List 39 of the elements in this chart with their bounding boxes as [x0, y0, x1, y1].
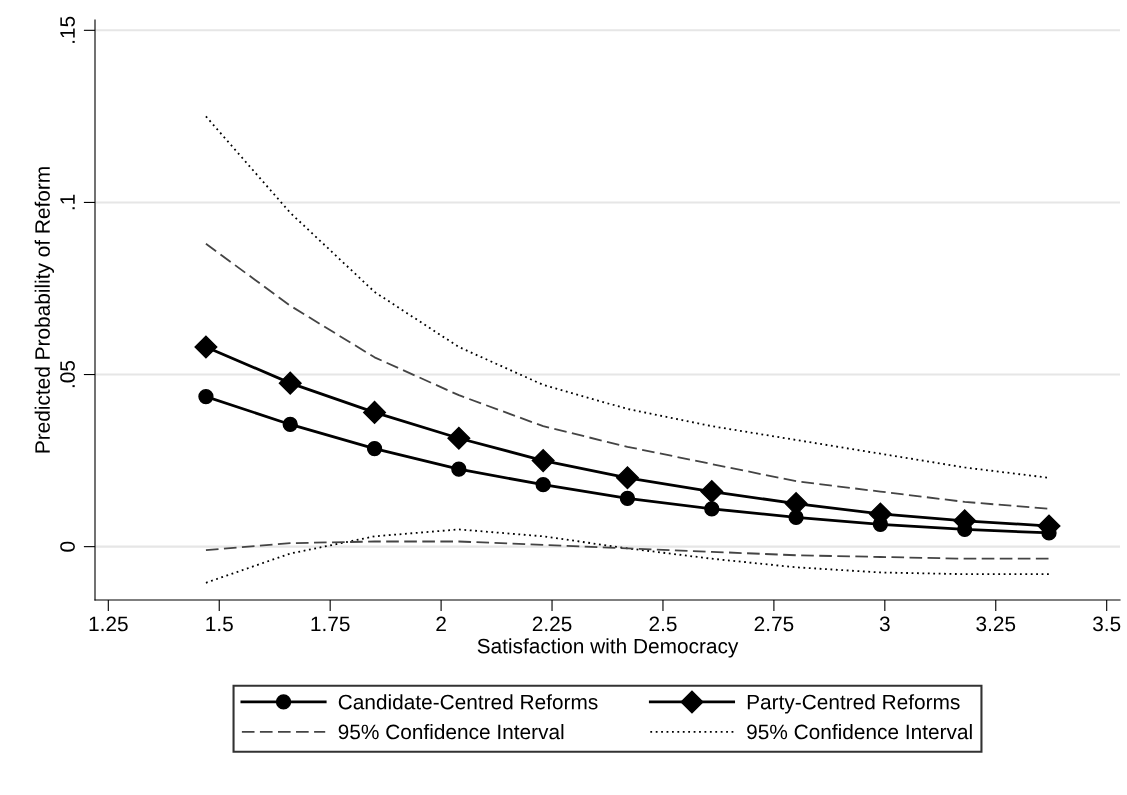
x-tick-label: 3 — [879, 616, 890, 632]
point — [619, 490, 636, 507]
x-tick-label: 2.5 — [649, 616, 677, 632]
legend-label: 95% Confidence Interval — [747, 723, 972, 740]
x-tick-label: 2.75 — [754, 616, 794, 632]
point — [535, 477, 551, 493]
point — [278, 371, 302, 395]
line-series — [205, 528, 1050, 584]
line-series — [205, 115, 1050, 479]
legend-label: Candidate-Centred Reforms — [338, 694, 598, 710]
point — [363, 400, 387, 424]
y-axis-title: Predicted Probability of Reform — [34, 167, 55, 453]
point — [700, 480, 724, 504]
point — [447, 426, 471, 450]
point — [194, 335, 218, 359]
x-axis-title: Satisfaction with Democracy — [477, 638, 739, 658]
point — [704, 501, 720, 517]
line-series — [205, 540, 1050, 560]
x-tick-label: 2 — [436, 616, 446, 632]
y-tick-label: 0 — [60, 541, 75, 552]
x-tick-label: 2.25 — [532, 616, 572, 632]
point — [788, 509, 804, 526]
point — [198, 388, 214, 405]
y-tick-label: .1 — [60, 194, 75, 210]
point — [615, 466, 639, 490]
x-tick-label: 1.5 — [206, 616, 233, 632]
legend-label: Party-Centred Reforms — [747, 694, 960, 714]
legend-label: 95% Confidence Interval — [338, 723, 564, 740]
y-tick-label: .05 — [60, 360, 75, 388]
line-series — [205, 242, 1050, 510]
y-tick-label: .15 — [60, 16, 75, 43]
point — [451, 461, 467, 477]
x-tick-label: 1.75 — [311, 616, 350, 632]
x-tick-label: 3.5 — [1093, 616, 1121, 632]
x-tick-label: 1.25 — [89, 616, 128, 632]
point — [282, 416, 298, 433]
point — [366, 440, 383, 457]
point — [531, 449, 555, 473]
x-tick-label: 3.25 — [976, 616, 1016, 632]
